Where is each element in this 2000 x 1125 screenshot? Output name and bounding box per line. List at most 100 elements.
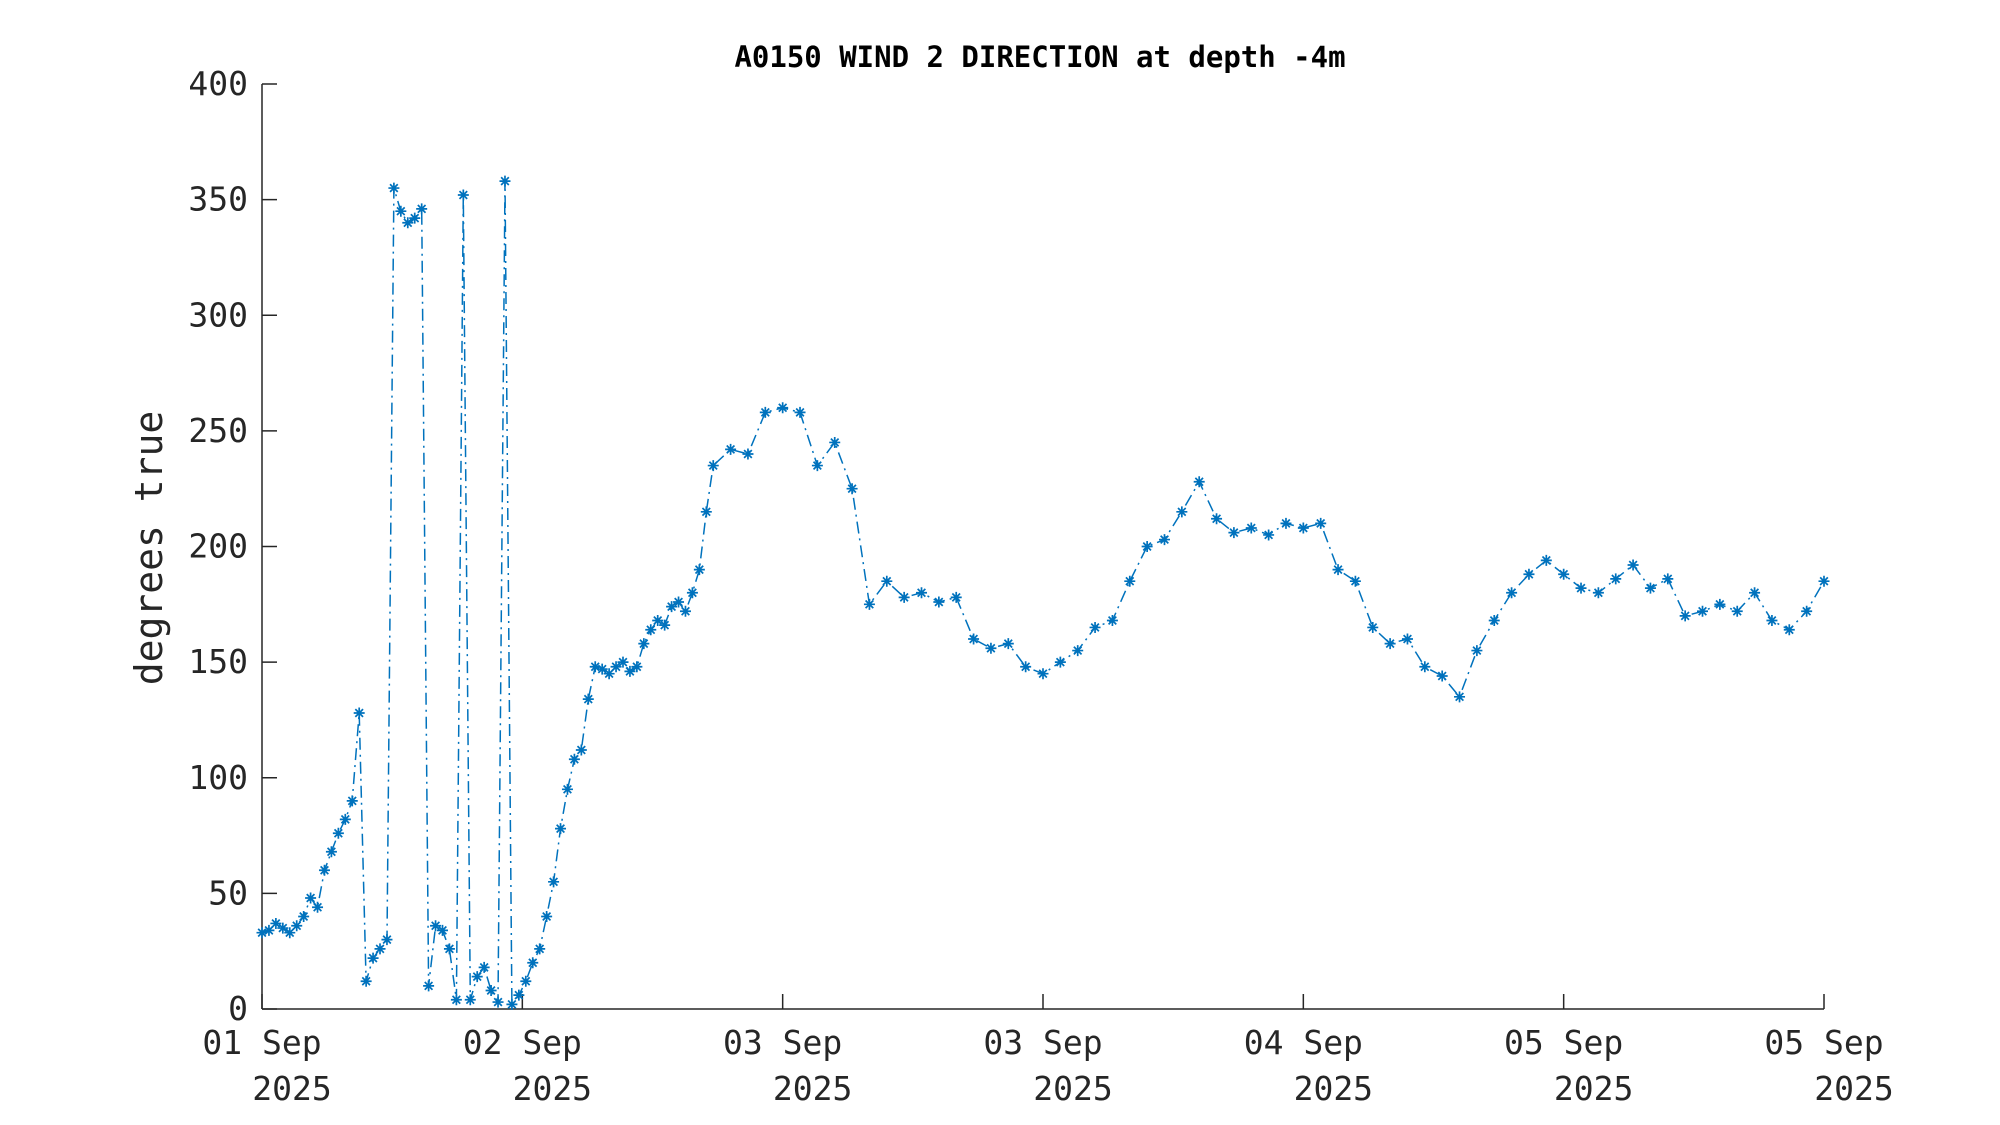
- data-point: [534, 943, 546, 955]
- x-tick-label-year: 2025: [1554, 1069, 1633, 1108]
- x-tick-label-year: 2025: [252, 1069, 331, 1108]
- data-point: [652, 615, 664, 626]
- data-point: [916, 587, 928, 599]
- y-tick-label: 400: [188, 64, 248, 103]
- data-point: [478, 961, 490, 973]
- data-point: [1783, 624, 1795, 636]
- chart-title: A0150 WIND 2 DIRECTION at depth -4m: [734, 40, 1345, 74]
- data-point: [1818, 575, 1830, 587]
- data-point: [1506, 587, 1518, 599]
- data-point: [1315, 517, 1327, 529]
- data-point: [679, 605, 691, 617]
- data-point: [1627, 559, 1639, 571]
- data-point: [950, 591, 962, 603]
- data-point: [568, 753, 580, 765]
- data-point: [624, 665, 636, 677]
- data-point: [1089, 621, 1101, 633]
- data-point: [596, 663, 608, 675]
- y-axis-label: degrees true: [127, 411, 171, 686]
- x-tick-label-year: 2025: [1033, 1069, 1112, 1108]
- data-point: [1367, 621, 1379, 633]
- data-point: [485, 985, 497, 996]
- data-point: [1072, 645, 1084, 657]
- data-point: [1193, 476, 1205, 488]
- data-point: [1211, 513, 1223, 525]
- data-point: [430, 920, 442, 932]
- data-point: [1523, 568, 1535, 580]
- data-point: [1714, 598, 1726, 610]
- data-point: [332, 827, 344, 839]
- data-point: [829, 436, 841, 448]
- data-point: [318, 864, 330, 876]
- x-tick-label-date: 03 Sep: [723, 1023, 842, 1062]
- data-point: [1020, 661, 1032, 673]
- data-point: [1610, 573, 1622, 585]
- data-point: [388, 182, 400, 194]
- data-point: [1141, 541, 1153, 552]
- data-point: [863, 598, 875, 610]
- data-point: [1592, 587, 1604, 599]
- data-point: [416, 203, 428, 215]
- data-point: [575, 744, 587, 756]
- data-point: [638, 638, 650, 650]
- data-point: [1454, 691, 1466, 703]
- data-point: [631, 661, 643, 673]
- data-point: [527, 957, 539, 969]
- data-point: [298, 911, 310, 922]
- data-point: [589, 661, 601, 673]
- data-point: [610, 661, 622, 673]
- data-point: [1540, 554, 1552, 566]
- data-point: [1158, 534, 1170, 546]
- data-point: [666, 601, 678, 613]
- y-tick-label: 100: [188, 758, 248, 797]
- data-point: [548, 876, 560, 888]
- data-point: [1263, 529, 1275, 541]
- data-point: [1124, 575, 1136, 587]
- data-point: [1558, 568, 1570, 580]
- data-point: [645, 624, 657, 636]
- data-point: [353, 707, 365, 719]
- data-point: [256, 927, 268, 939]
- data-point: [1419, 661, 1431, 673]
- x-tick-label-date: 05 Sep: [1764, 1023, 1883, 1062]
- data-point: [881, 575, 893, 587]
- data-point: [1106, 615, 1118, 626]
- data-point: [1228, 527, 1240, 539]
- x-tick-label-date: 04 Sep: [1244, 1023, 1363, 1062]
- data-point: [457, 189, 469, 201]
- data-point: [360, 975, 372, 987]
- data-point: [1731, 605, 1743, 617]
- data-point: [506, 998, 518, 1010]
- data-point: [381, 934, 393, 946]
- x-axis-ticks: 01 Sep 2025 02 Sep 2025 03 Sep 2025 03 Sep 2025…: [202, 994, 1894, 1108]
- data-point: [707, 460, 719, 472]
- data-point: [1766, 615, 1778, 626]
- data-point: [346, 795, 358, 807]
- data-point: [933, 596, 945, 608]
- data-point: [1436, 670, 1448, 682]
- data-point: [555, 823, 567, 835]
- data-point: [794, 406, 806, 418]
- data-point: [291, 920, 303, 932]
- data-point: [985, 642, 997, 654]
- y-tick-label: 150: [188, 642, 248, 681]
- data-point: [464, 994, 476, 1006]
- y-axis-ticks: 0 50 100 150 200 250 300 350 400: [188, 64, 277, 1028]
- data-point: [325, 846, 337, 858]
- data-point: [1679, 610, 1691, 622]
- x-tick-label-date: 01 Sep: [202, 1023, 321, 1062]
- data-point: [846, 483, 858, 495]
- series-line: [261, 181, 1825, 1007]
- data-markers: [256, 175, 1830, 1010]
- data-point: [471, 971, 483, 983]
- data-point: [968, 633, 980, 645]
- x-tick-label-year: 2025: [1294, 1069, 1373, 1108]
- data-point: [1644, 582, 1656, 594]
- data-point: [759, 406, 771, 418]
- data-point: [659, 619, 671, 631]
- data-point: [1002, 638, 1014, 650]
- data-point: [374, 943, 386, 955]
- data-point: [423, 980, 435, 992]
- data-point: [1488, 615, 1500, 626]
